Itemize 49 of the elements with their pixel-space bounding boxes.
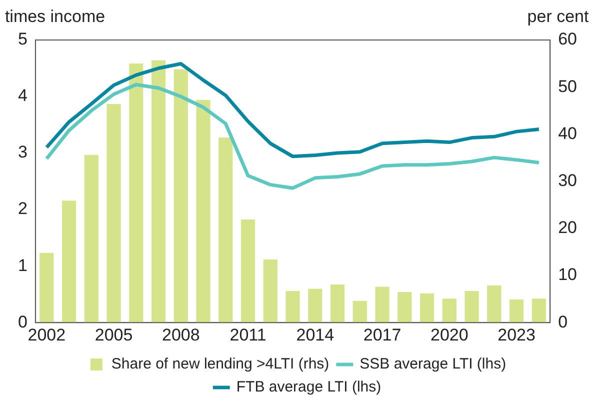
- bar: [487, 285, 502, 323]
- bar: [509, 300, 524, 323]
- bar: [375, 286, 390, 323]
- bar: [464, 291, 479, 323]
- y-tick-label: 4: [18, 86, 28, 106]
- y-tick-label: 2: [18, 199, 28, 218]
- x-tick-label: 2005: [94, 325, 133, 344]
- x-tick-label: 2008: [162, 325, 200, 344]
- legend-label: Share of new lending >4LTI (rhs): [111, 356, 330, 373]
- bar: [308, 288, 322, 323]
- y-tick-label: 1: [18, 256, 28, 275]
- x-tick-label: 2002: [28, 325, 66, 344]
- bar: [532, 298, 546, 323]
- y2-tick-label: 0: [558, 312, 568, 332]
- y2-tick-label: 20: [558, 218, 578, 238]
- x-tick-label: 2020: [430, 325, 468, 344]
- x-tick-label: 2011: [230, 325, 266, 344]
- legend-label: FTB average LTI (lhs): [236, 378, 382, 396]
- y2-tick-label: 40: [558, 124, 578, 143]
- y2-tick-label: 10: [558, 265, 578, 284]
- bar: [151, 60, 166, 323]
- y-tick-label: 3: [18, 142, 28, 162]
- bar: [174, 69, 188, 323]
- bar: [263, 259, 278, 323]
- x-tick-label: 2017: [363, 325, 402, 344]
- bar: [106, 104, 121, 323]
- x-tick-label: 2023: [498, 325, 536, 344]
- y2-axis-title: per cent: [527, 7, 589, 26]
- bar: [129, 64, 144, 323]
- bar: [62, 200, 76, 323]
- bar: [442, 298, 456, 323]
- bar: [352, 300, 367, 323]
- y-tick-label: 0: [18, 312, 28, 332]
- bar: [286, 291, 300, 323]
- bar: [84, 154, 98, 323]
- y2-tick-label: 30: [558, 170, 578, 190]
- bar: [330, 284, 345, 323]
- y2-tick-label: 50: [558, 76, 578, 96]
- bar: [420, 293, 434, 323]
- x-tick-label: 2014: [296, 325, 334, 344]
- bar: [196, 100, 210, 323]
- bar: [218, 137, 233, 323]
- y2-tick-label: 60: [558, 30, 578, 49]
- bar: [240, 219, 256, 323]
- y-axis-title: times income: [4, 7, 106, 26]
- bar: [398, 292, 412, 323]
- legend-label: SSB average LTI (lhs): [360, 356, 506, 373]
- y-tick-label: 5: [18, 30, 28, 49]
- bar: [40, 252, 54, 323]
